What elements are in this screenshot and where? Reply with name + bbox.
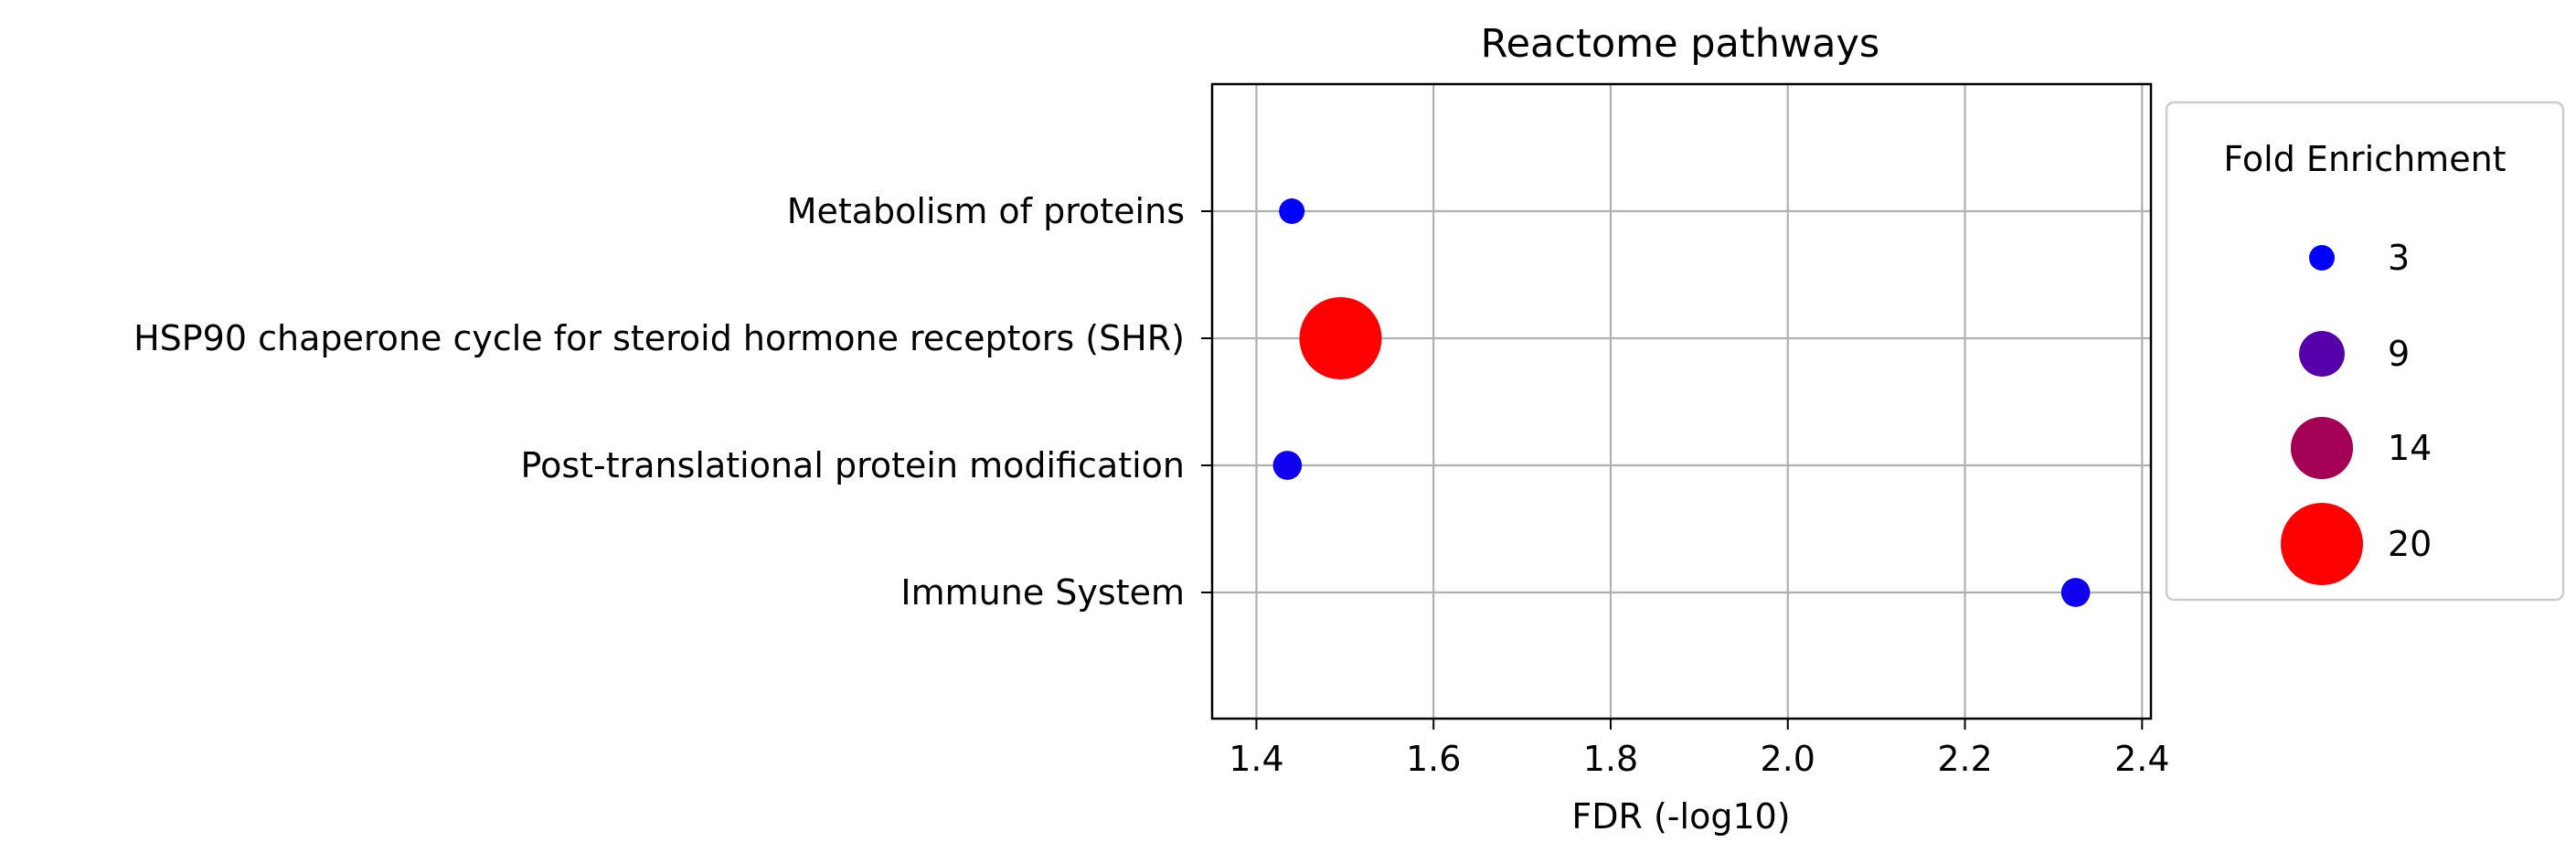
x-tick-label: 2.2 xyxy=(1937,739,1992,779)
chart-title: Reactome pathways xyxy=(1481,21,1880,67)
legend-marker xyxy=(2309,245,2335,271)
legend-title: Fold Enrichment xyxy=(2223,139,2506,179)
x-tick-label: 1.4 xyxy=(1229,739,1283,779)
x-tick-label: 1.8 xyxy=(1583,739,1638,779)
legend-marker xyxy=(2290,416,2354,480)
x-tick-label: 2.4 xyxy=(2114,739,2169,779)
y-tick-label: Post-translational protein modification xyxy=(521,445,1185,485)
plot-frame xyxy=(1210,82,2153,720)
legend-marker xyxy=(2299,331,2345,377)
data-point xyxy=(1272,451,1303,480)
legend-label: 14 xyxy=(2388,428,2432,468)
y-axis-labels: Metabolism of proteins HSP90 chaperone cy… xyxy=(133,191,1212,613)
x-axis-label: FDR (-log10) xyxy=(1571,796,1790,837)
legend-label: 3 xyxy=(2388,238,2410,278)
grid-lines xyxy=(1212,84,2151,719)
x-axis-ticks: 1.4 1.6 1.8 2.0 2.2 2.4 xyxy=(1229,719,2170,779)
data-point xyxy=(1279,198,1305,224)
data-point xyxy=(2060,578,2091,607)
data-point xyxy=(1299,297,1382,379)
legend-label: 20 xyxy=(2388,524,2432,564)
data-points xyxy=(1272,198,2091,607)
legend: Fold Enrichment 3 9 14 20 xyxy=(2165,101,2565,602)
x-tick-label: 2.0 xyxy=(1761,739,1815,779)
legend-label: 9 xyxy=(2388,334,2410,374)
x-tick-label: 1.6 xyxy=(1406,739,1461,779)
y-tick-label: Metabolism of proteins xyxy=(787,191,1185,231)
y-tick-label: Immune System xyxy=(900,572,1185,613)
legend-box xyxy=(2165,101,2565,602)
legend-marker xyxy=(2281,503,2363,585)
y-tick-label: HSP90 chaperone cycle for steroid hormon… xyxy=(133,318,1185,358)
